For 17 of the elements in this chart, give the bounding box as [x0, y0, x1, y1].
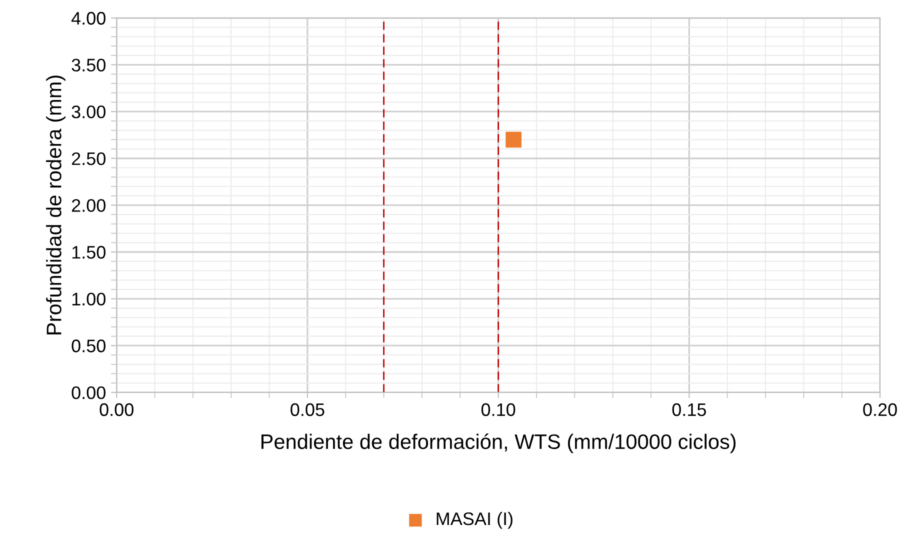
y-tick-label: 4.00: [71, 12, 106, 25]
y-tick-label: 2.50: [72, 152, 106, 166]
y-tick-label: 3.50: [72, 58, 106, 72]
y-tick-label: 0.00: [72, 386, 106, 400]
x-tick-label: 0.20: [863, 403, 897, 416]
y-tick-label: 1.50: [72, 246, 106, 259]
x-axis-title: Pendiente de deformación, WTS (mm/10000 ciclos): [262, 434, 736, 454]
x-tick-label: 0.05: [290, 403, 324, 416]
y-axis-title: Profundidad de rodera (mm): [46, 76, 66, 334]
y-tick-label: 2.00: [72, 199, 106, 212]
x-tick-label: 0.15: [672, 403, 706, 416]
y-tick-label: 3.00: [72, 106, 106, 118]
legend-label: MASAI (I): [436, 512, 512, 529]
x-tick-label: 0.00: [100, 403, 134, 416]
y-tick-label: 1.00: [72, 292, 106, 306]
y-tick-label: 0.50: [72, 340, 106, 352]
x-tick-label: 0.10: [481, 403, 516, 416]
